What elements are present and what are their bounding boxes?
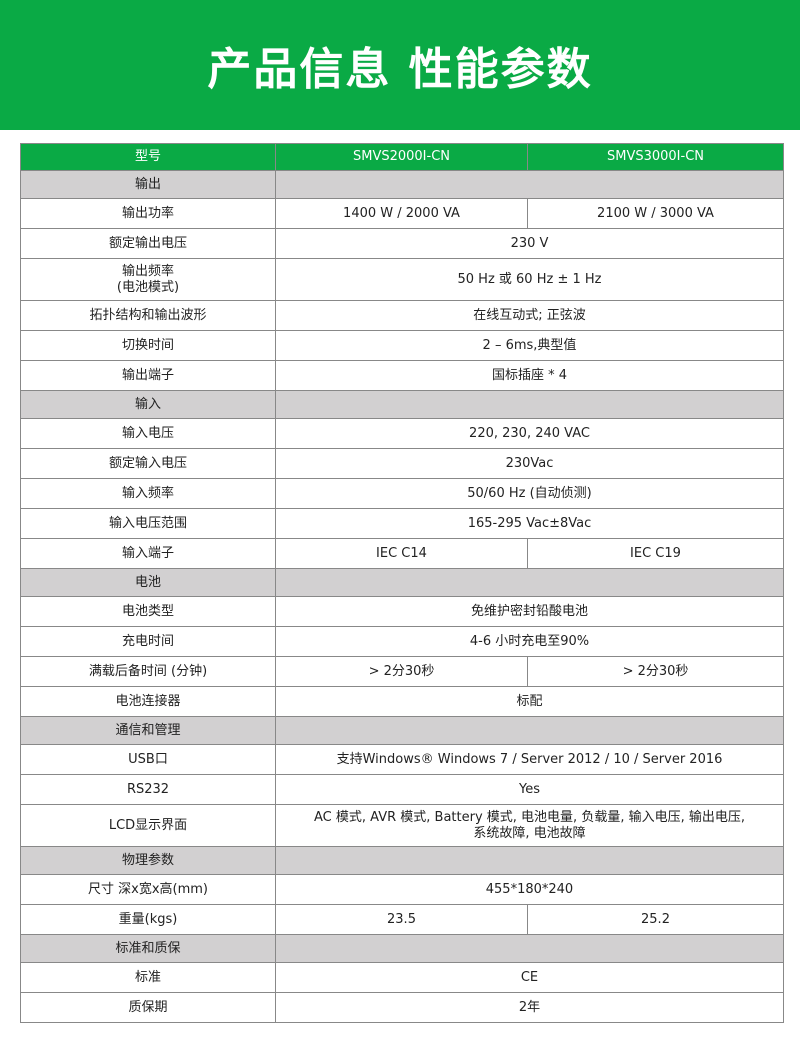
spec-row: 输入端子 IEC C14 IEC C19: [20, 538, 784, 569]
spec-row: 满载后备时间 (分钟) > 2分30秒 > 2分30秒: [20, 656, 784, 687]
spec-label: 满载后备时间 (分钟): [20, 656, 276, 687]
category-row: 输入: [20, 390, 784, 419]
spec-value: 支持Windows® Windows 7 / Server 2012 / 10 …: [275, 744, 784, 775]
spec-label: 质保期: [20, 992, 276, 1023]
spec-value: 2100 W / 3000 VA: [527, 198, 784, 229]
category-label: 输出: [20, 170, 276, 199]
spec-value: 50/60 Hz (自动侦测): [275, 478, 784, 509]
spec-row: 质保期 2年: [20, 992, 784, 1023]
spec-row: 充电时间 4-6 小时充电至90%: [20, 626, 784, 657]
header-model-1: SMVS2000I-CN: [275, 143, 528, 171]
category-label: 标准和质保: [20, 934, 276, 963]
spec-value: 25.2: [527, 904, 784, 935]
category-empty-cell: [275, 170, 784, 199]
spec-label: 输入端子: [20, 538, 276, 569]
spec-label: 电池连接器: [20, 686, 276, 717]
spec-row: RS232 Yes: [20, 774, 784, 805]
spec-label: 额定输入电压: [20, 448, 276, 479]
page-title: 产品信息 性能参数: [207, 44, 593, 95]
category-row: 物理参数: [20, 846, 784, 875]
spec-label: 输入电压范围: [20, 508, 276, 539]
header-label: 型号: [20, 143, 276, 171]
spec-value: 4-6 小时充电至90%: [275, 626, 784, 657]
spec-label: 输出频率 (电池模式): [20, 258, 276, 301]
spec-label: RS232: [20, 774, 276, 805]
category-empty-cell: [275, 716, 784, 745]
spec-label: 输出功率: [20, 198, 276, 229]
spec-label: 标准: [20, 962, 276, 993]
spec-value: 在线互动式; 正弦波: [275, 300, 784, 331]
category-empty-cell: [275, 846, 784, 875]
spec-value: 免维护密封铅酸电池: [275, 596, 784, 627]
spec-row: 输入电压范围 165-295 Vac±8Vac: [20, 508, 784, 539]
header-model-2: SMVS3000I-CN: [527, 143, 784, 171]
spec-value: 国标插座 * 4: [275, 360, 784, 391]
title-banner: 产品信息 性能参数: [0, 0, 800, 130]
spec-row: 电池类型 免维护密封铅酸电池: [20, 596, 784, 627]
spec-label: 输入频率: [20, 478, 276, 509]
spec-row: 输出端子 国标插座 * 4: [20, 360, 784, 391]
category-label: 输入: [20, 390, 276, 419]
spec-value: IEC C19: [527, 538, 784, 569]
category-row: 电池: [20, 568, 784, 597]
spec-row: 输出频率 (电池模式) 50 Hz 或 60 Hz ± 1 Hz: [20, 258, 784, 301]
spec-row: 电池连接器 标配: [20, 686, 784, 717]
category-label: 电池: [20, 568, 276, 597]
spec-value: 230 V: [275, 228, 784, 259]
spec-label: LCD显示界面: [20, 804, 276, 847]
spec-row: 额定输入电压 230Vac: [20, 448, 784, 479]
spec-row: 额定输出电压 230 V: [20, 228, 784, 259]
spec-label: USB口: [20, 744, 276, 775]
spec-value: > 2分30秒: [527, 656, 784, 687]
spec-value: 标配: [275, 686, 784, 717]
spec-label: 输出端子: [20, 360, 276, 391]
spec-label: 尺寸 深x宽x高(mm): [20, 874, 276, 905]
spec-row: 输入电压 220, 230, 240 VAC: [20, 418, 784, 449]
spec-value: 1400 W / 2000 VA: [275, 198, 528, 229]
spec-value: 230Vac: [275, 448, 784, 479]
category-label: 通信和管理: [20, 716, 276, 745]
category-empty-cell: [275, 568, 784, 597]
spec-row: LCD显示界面 AC 模式, AVR 模式, Battery 模式, 电池电量, …: [20, 804, 784, 847]
spec-row: 切换时间 2 – 6ms,典型值: [20, 330, 784, 361]
spec-value: > 2分30秒: [275, 656, 528, 687]
category-row: 通信和管理: [20, 716, 784, 745]
spec-row: 重量(kgs) 23.5 25.2: [20, 904, 784, 935]
category-row: 标准和质保: [20, 934, 784, 963]
spec-value: 165-295 Vac±8Vac: [275, 508, 784, 539]
spec-label: 重量(kgs): [20, 904, 276, 935]
category-empty-cell: [275, 390, 784, 419]
spec-value: AC 模式, AVR 模式, Battery 模式, 电池电量, 负载量, 输入…: [275, 804, 784, 847]
spec-label: 拓扑结构和输出波形: [20, 300, 276, 331]
category-row: 输出: [20, 170, 784, 199]
spec-table: 型号 SMVS2000I-CN SMVS3000I-CN 输出 输出功率 1400 …: [20, 143, 784, 1023]
spec-label: 输入电压: [20, 418, 276, 449]
spec-value: 2 – 6ms,典型值: [275, 330, 784, 361]
spec-row: 标准 CE: [20, 962, 784, 993]
spec-value: 50 Hz 或 60 Hz ± 1 Hz: [275, 258, 784, 301]
spec-value: IEC C14: [275, 538, 528, 569]
category-label: 物理参数: [20, 846, 276, 875]
spec-row: USB口 支持Windows® Windows 7 / Server 2012 /…: [20, 744, 784, 775]
spec-row: 输入频率 50/60 Hz (自动侦测): [20, 478, 784, 509]
spec-label: 电池类型: [20, 596, 276, 627]
spec-value: 220, 230, 240 VAC: [275, 418, 784, 449]
spec-label: 充电时间: [20, 626, 276, 657]
spec-row: 输出功率 1400 W / 2000 VA 2100 W / 3000 VA: [20, 198, 784, 229]
category-empty-cell: [275, 934, 784, 963]
spec-row: 尺寸 深x宽x高(mm) 455*180*240: [20, 874, 784, 905]
spec-label: 切换时间: [20, 330, 276, 361]
spec-value: 23.5: [275, 904, 528, 935]
spec-row: 拓扑结构和输出波形 在线互动式; 正弦波: [20, 300, 784, 331]
spec-value: 2年: [275, 992, 784, 1023]
spec-value: 455*180*240: [275, 874, 784, 905]
spec-value: Yes: [275, 774, 784, 805]
spec-label: 额定输出电压: [20, 228, 276, 259]
table-header-row: 型号 SMVS2000I-CN SMVS3000I-CN: [20, 143, 784, 171]
spec-value: CE: [275, 962, 784, 993]
